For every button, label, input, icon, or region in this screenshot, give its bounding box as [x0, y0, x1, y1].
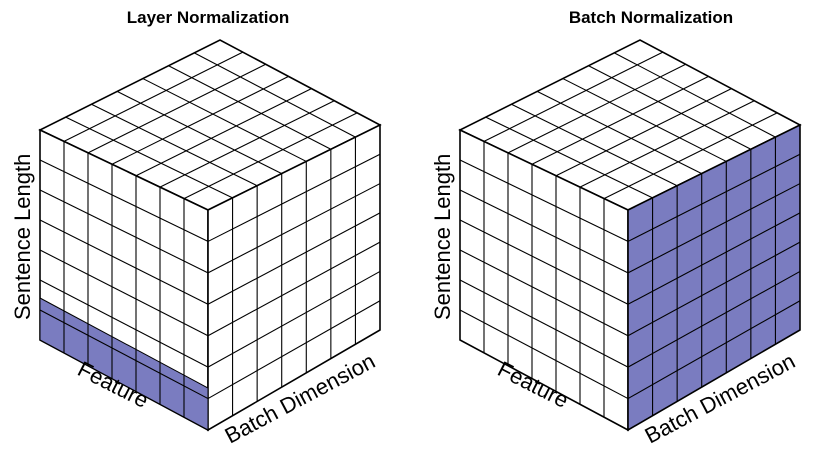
- batch-vertical-axis-label: Sentence Length: [430, 154, 455, 320]
- layer-norm-cube: Layer Normalization Sentence Length Feat…: [10, 8, 382, 448]
- right-face-hline: [627, 183, 801, 274]
- right-face-hline: [627, 153, 801, 242]
- top-face-line-b: [485, 116, 653, 199]
- right-face-hline: [207, 270, 381, 368]
- right-face-hline: [627, 270, 801, 368]
- top-face-line-a: [159, 100, 335, 188]
- left-face-hline: [39, 279, 209, 368]
- top-face-line-a: [603, 112, 778, 200]
- top-face-line-b: [116, 90, 282, 175]
- batch-norm-title: Batch Normalization: [569, 8, 733, 27]
- top-face-line-b: [588, 65, 752, 150]
- batch-norm-cube: Batch Normalization Sentence Length Feat…: [430, 8, 802, 448]
- top-face-line-a: [579, 100, 755, 188]
- top-face-line-b: [91, 103, 258, 187]
- left-face-hline: [39, 189, 209, 274]
- top-face-line-a: [183, 112, 358, 200]
- top-face-line-b: [536, 90, 702, 175]
- layer-grid-lines: [39, 51, 381, 418]
- left-face-hline: [39, 219, 209, 305]
- top-face-line-a: [483, 51, 664, 142]
- right-face-hline: [207, 241, 381, 337]
- layer-right-face: [207, 123, 381, 432]
- right-face-hline: [207, 183, 381, 274]
- top-face-line-a: [555, 88, 732, 177]
- left-face-hline: [39, 159, 209, 242]
- layer-norm-title: Layer Normalization: [127, 8, 290, 27]
- top-face-line-a: [111, 75, 289, 165]
- top-face-line-a: [63, 51, 244, 142]
- left-face-hline: [459, 159, 629, 242]
- left-face-hline: [459, 219, 629, 305]
- top-face-line-b: [168, 65, 332, 150]
- left-face-hline: [39, 309, 209, 400]
- top-face-line-b: [65, 116, 233, 199]
- top-face-line-a: [531, 75, 709, 165]
- layer-highlight-row: [39, 297, 209, 431]
- right-face-hline: [207, 153, 381, 242]
- top-face-line-b: [142, 78, 307, 162]
- left-face-hline: [459, 249, 629, 337]
- top-face-line-b: [562, 78, 727, 162]
- top-face-line-a: [507, 63, 686, 154]
- top-face-line-a: [87, 63, 266, 154]
- right-face-hline: [627, 241, 801, 337]
- right-face-hline: [627, 212, 801, 305]
- left-face-hline: [459, 279, 629, 368]
- batch-highlight-face: [627, 123, 801, 432]
- top-face-line-a: [135, 88, 312, 177]
- top-face-line-b: [511, 103, 678, 187]
- layer-vertical-axis-label: Sentence Length: [10, 154, 35, 320]
- right-face-hline: [207, 300, 381, 400]
- right-face-hline: [207, 212, 381, 305]
- left-face-hline: [39, 249, 209, 337]
- left-face-hline: [459, 189, 629, 274]
- batch-grid-lines: [459, 51, 801, 418]
- top-face-line-b: [614, 52, 776, 138]
- right-face-hline: [627, 300, 801, 400]
- top-face-line-b: [194, 52, 356, 138]
- left-face-hline: [459, 309, 629, 400]
